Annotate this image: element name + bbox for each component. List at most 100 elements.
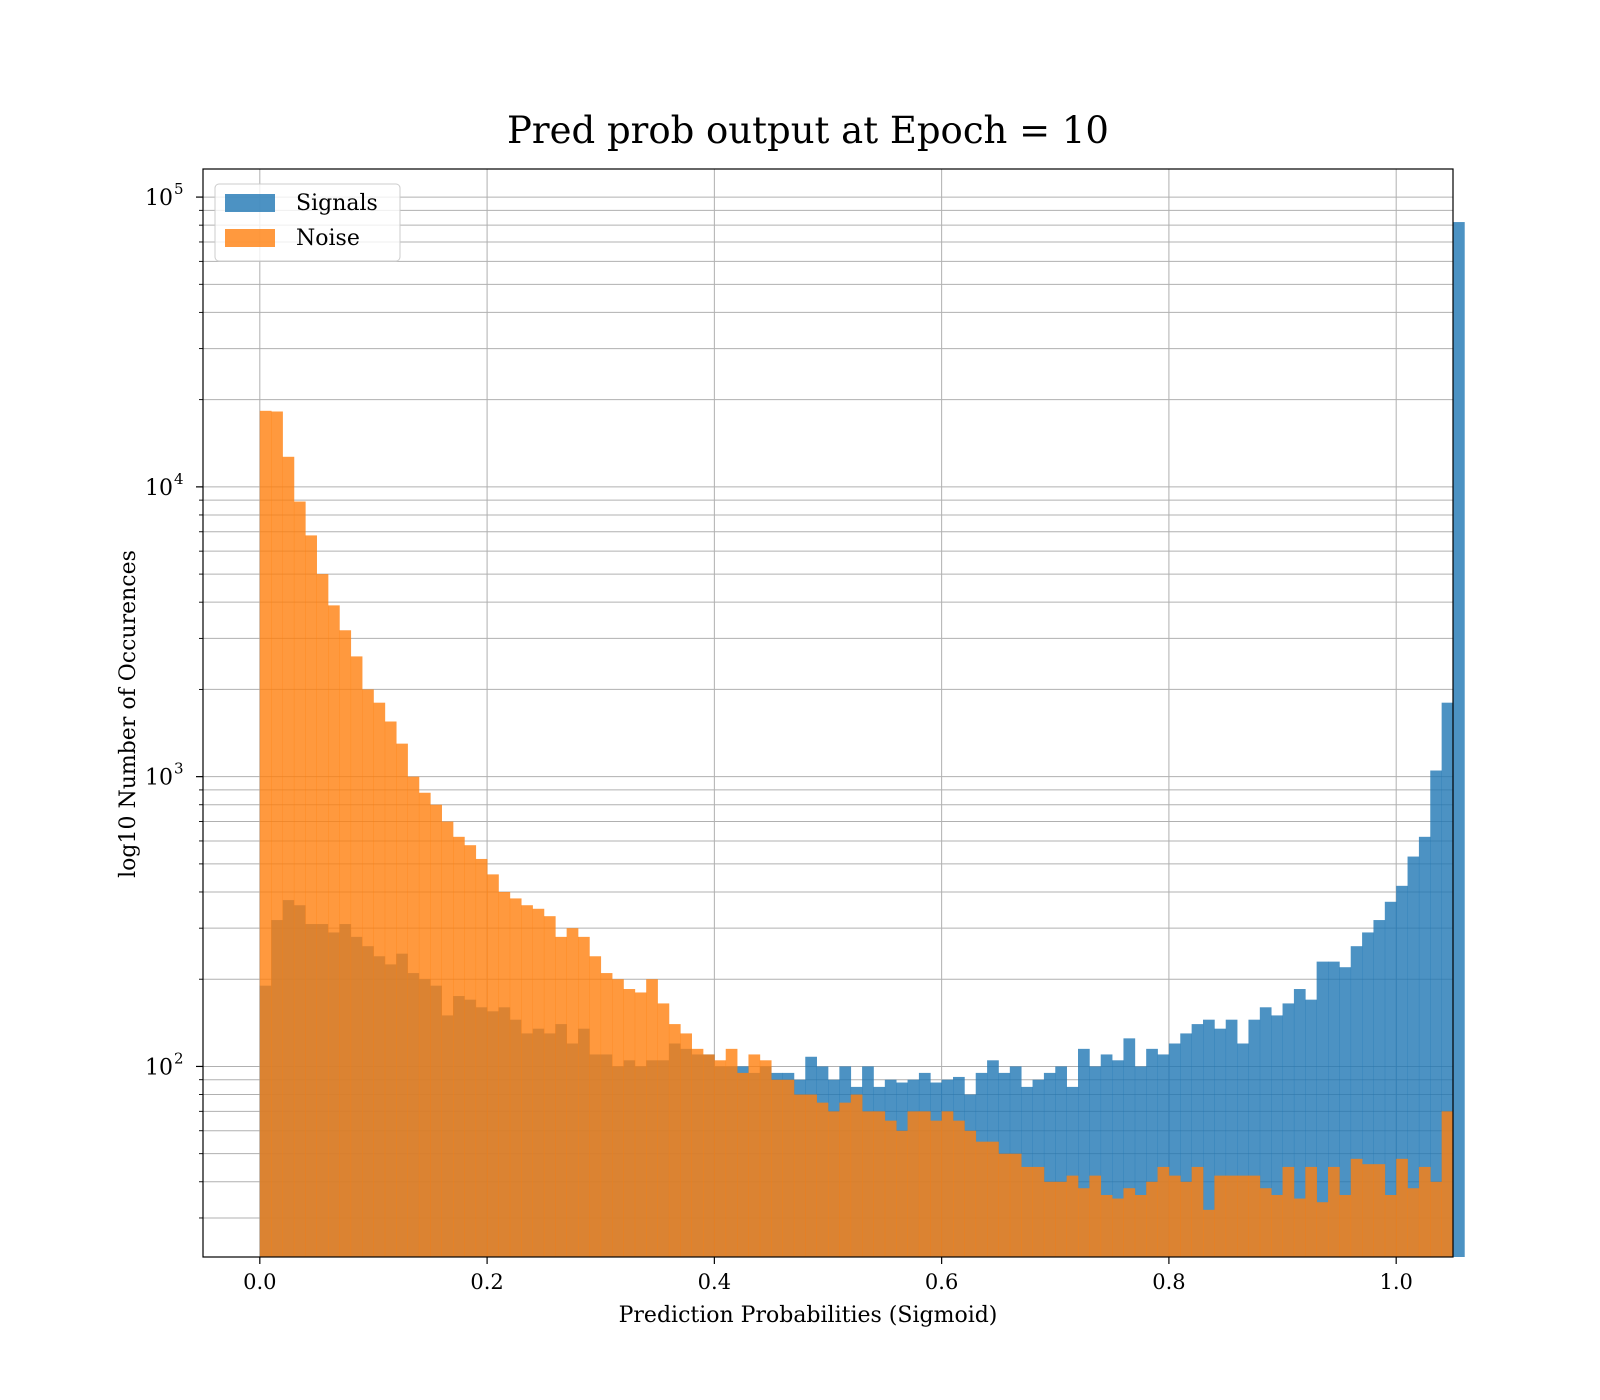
bar-signals — [1453, 222, 1465, 1257]
bar-signals — [1146, 1048, 1158, 1257]
bar-signals — [1407, 856, 1420, 1257]
bar-signals — [1271, 1015, 1283, 1257]
legend-swatch-noise — [225, 229, 275, 247]
bar-signals — [1362, 932, 1374, 1257]
bar-signals — [1191, 1024, 1204, 1257]
bar-noise — [350, 656, 363, 1257]
bar-noise — [805, 1094, 817, 1257]
bar-signals — [1078, 1048, 1090, 1257]
bar-noise — [1441, 1111, 1454, 1257]
bar-noise — [1293, 1198, 1306, 1257]
bar-noise — [1100, 1195, 1113, 1257]
bar-signals — [1225, 1019, 1238, 1257]
bar-noise — [907, 1111, 920, 1257]
bar-signals — [1112, 1060, 1124, 1257]
bar-noise — [1271, 1195, 1283, 1257]
bar-noise — [282, 456, 295, 1257]
bar-noise — [1282, 1166, 1295, 1257]
bar-noise — [668, 1024, 681, 1257]
bar-noise — [1203, 1209, 1215, 1257]
bar-noise — [430, 804, 442, 1257]
bar-noise — [1248, 1175, 1261, 1257]
x-tick-label: 0.2 — [470, 1270, 503, 1294]
bar-signals — [1134, 1066, 1147, 1257]
bar-noise — [316, 574, 329, 1257]
bar-noise — [1180, 1181, 1192, 1257]
bar-signals — [1168, 1043, 1181, 1257]
bar-signals — [1157, 1054, 1170, 1257]
bar-noise — [987, 1141, 999, 1257]
bar-signals — [1214, 1028, 1227, 1257]
bar-noise — [1259, 1188, 1272, 1257]
bar-signals — [1418, 836, 1431, 1257]
bar-signals — [1316, 961, 1329, 1257]
bar-noise — [1078, 1188, 1090, 1257]
bar-noise — [896, 1130, 908, 1257]
y-tick-label-base: 10 — [145, 1055, 173, 1080]
legend-label-noise: Noise — [296, 226, 360, 251]
legend: Signals Noise — [214, 183, 401, 262]
bar-noise — [1418, 1166, 1431, 1257]
bar-signals — [1396, 885, 1408, 1257]
bar-noise — [441, 821, 454, 1257]
bar-noise — [1168, 1175, 1181, 1257]
bar-signals — [1339, 967, 1352, 1257]
x-tick-label: 0.0 — [243, 1270, 276, 1294]
bar-noise — [271, 411, 283, 1257]
bar-noise — [657, 1003, 670, 1257]
x-axis-label: Prediction Probabilities (Sigmoid) — [619, 1303, 998, 1328]
bar-noise — [884, 1120, 897, 1257]
bar-noise — [941, 1111, 954, 1257]
x-tick-label: 0.8 — [1152, 1270, 1185, 1294]
bar-signals — [1293, 989, 1306, 1257]
bar-signals — [1441, 702, 1454, 1257]
x-tick-label: 0.6 — [925, 1270, 958, 1294]
bar-noise — [1384, 1195, 1397, 1257]
x-tick-label: 0.4 — [698, 1270, 731, 1294]
bar-signals — [1328, 961, 1340, 1257]
y-tick-label-exponent: 2 — [174, 1049, 184, 1067]
bar-signals — [1373, 920, 1386, 1257]
bar-signals — [1203, 1019, 1215, 1257]
bar-noise — [1055, 1181, 1067, 1257]
plot-area-frame — [202, 168, 1454, 1258]
bar-noise — [1146, 1181, 1158, 1257]
bar-signals — [1100, 1054, 1113, 1257]
bar-noise — [1350, 1158, 1363, 1257]
bar-noise — [862, 1111, 874, 1257]
y-tick-label-exponent: 3 — [174, 760, 184, 778]
bar-noise — [373, 702, 386, 1257]
bar-noise — [305, 535, 317, 1257]
bar-noise — [475, 858, 488, 1257]
bar-noise — [259, 410, 272, 1257]
chart-title: Pred prob output at Epoch = 10 — [507, 109, 1109, 152]
bar-noise — [1373, 1164, 1386, 1257]
bar-noise — [998, 1153, 1011, 1257]
bar-noise — [1112, 1198, 1124, 1257]
bar-noise — [384, 721, 397, 1257]
y-tick-label-base: 10 — [145, 186, 173, 211]
bar-signals — [1248, 1019, 1261, 1257]
bar-noise — [407, 776, 420, 1257]
bar-signals — [1384, 901, 1397, 1257]
bar-signals — [1180, 1033, 1192, 1257]
bar-noise — [453, 836, 465, 1257]
histogram-bars — [259, 222, 1465, 1257]
bar-noise — [1157, 1166, 1170, 1257]
bar-signals — [1350, 946, 1363, 1257]
bar-noise — [828, 1111, 840, 1257]
bar-noise — [1225, 1175, 1238, 1257]
bar-signals — [1089, 1066, 1102, 1257]
bar-noise — [1032, 1166, 1045, 1257]
bar-noise — [600, 973, 613, 1257]
bar-noise — [714, 1060, 727, 1257]
bar-noise — [328, 605, 340, 1257]
bar-noise — [293, 501, 306, 1257]
bar-noise — [839, 1102, 852, 1257]
y-tick-label-base: 10 — [145, 476, 173, 501]
bar-noise — [1316, 1202, 1329, 1257]
bar-noise — [782, 1079, 795, 1257]
bar-noise — [759, 1060, 772, 1257]
